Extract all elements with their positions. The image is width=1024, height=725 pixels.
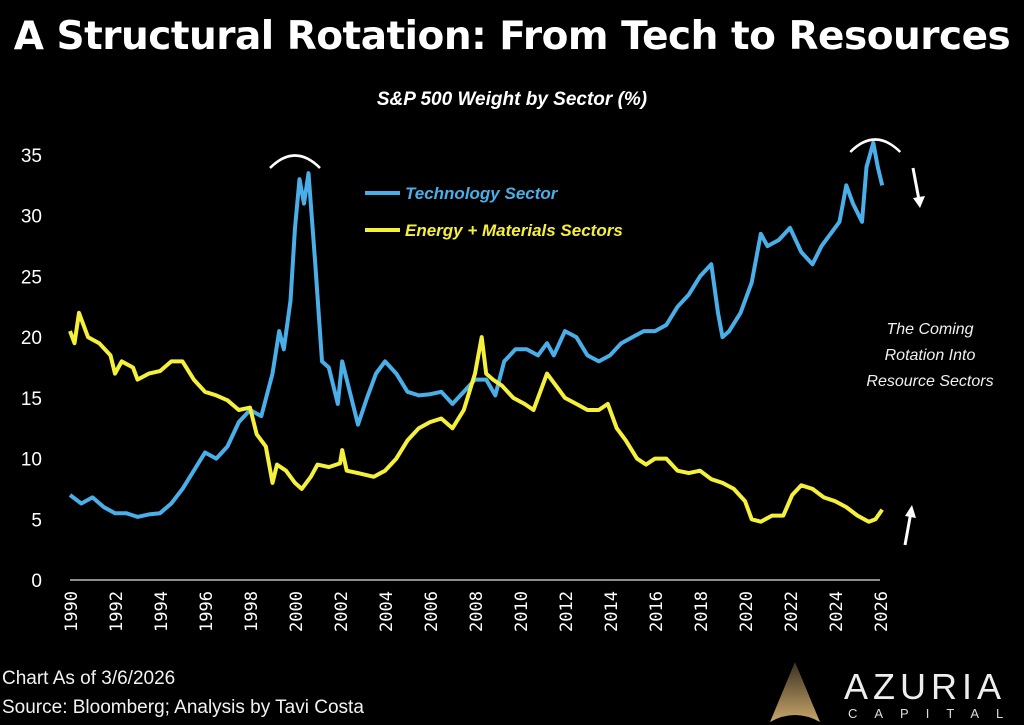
x-tick-label: 2018 [692, 591, 712, 632]
y-tick-label: 20 [21, 328, 42, 349]
x-tick-label: 2026 [872, 591, 892, 632]
x-tick-label: 1994 [152, 591, 172, 632]
y-tick-label: 15 [21, 389, 42, 410]
x-tick-label: 2000 [287, 591, 307, 632]
series-line-energy-materials [68, 310, 884, 524]
x-tick-label: 2012 [557, 591, 577, 632]
x-tick-label: 2020 [737, 591, 757, 632]
x-tick-label: 2006 [422, 591, 442, 632]
chart-subtitle: S&P 500 Weight by Sector (%) [376, 89, 648, 110]
up-arrow-head-icon [905, 505, 916, 518]
x-tick-label: 2010 [512, 591, 532, 632]
logo-word: AZURIA [844, 666, 1007, 707]
down-arrow-head-icon [913, 196, 925, 208]
annotation-line: Rotation Into [884, 347, 976, 364]
y-tick-label: 0 [31, 571, 42, 592]
legend-label: Energy + Materials Sectors [405, 221, 623, 240]
x-tick-label: 1992 [107, 591, 127, 632]
x-tick-label: 1998 [242, 591, 262, 632]
x-tick-label: 2016 [647, 591, 667, 632]
x-tick-label: 2024 [827, 591, 847, 632]
peak-arc [849, 138, 902, 153]
y-tick-label: 35 [21, 146, 42, 167]
down-arrow-icon [911, 167, 921, 201]
rotation-annotation: The Coming Rotation Into Resource Sector… [840, 317, 1020, 395]
annotation-line: Resource Sectors [866, 373, 994, 390]
y-tick-label: 5 [31, 510, 42, 531]
as-of-date: Chart As of 3/6/2026 [2, 668, 176, 689]
x-tick-label: 2014 [602, 591, 622, 632]
peak-arc [269, 154, 321, 169]
y-tick-label: 25 [21, 267, 42, 288]
y-tick-label: 10 [21, 450, 42, 471]
logo-subword: CAPITAL [848, 706, 1021, 721]
x-tick-label: 1996 [197, 591, 217, 632]
y-tick-label: 30 [21, 207, 42, 228]
x-tick-label: 2002 [332, 591, 352, 632]
up-arrow-icon [903, 511, 913, 546]
x-tick-label: 2022 [782, 591, 802, 632]
source-note: Source: Bloomberg; Analysis by Tavi Cost… [2, 697, 364, 718]
chart-title: A Structural Rotation: From Tech to Reso… [13, 14, 1011, 59]
annotation-line: The Coming [886, 321, 974, 338]
x-tick-label: 1990 [62, 591, 82, 632]
legend-label: Technology Sector [405, 184, 559, 203]
x-tick-label: 2004 [377, 591, 397, 632]
logo-mark-icon [770, 662, 820, 722]
x-tick-label: 2008 [467, 591, 487, 632]
azuria-logo: AZURIA CAPITAL [760, 660, 1020, 725]
